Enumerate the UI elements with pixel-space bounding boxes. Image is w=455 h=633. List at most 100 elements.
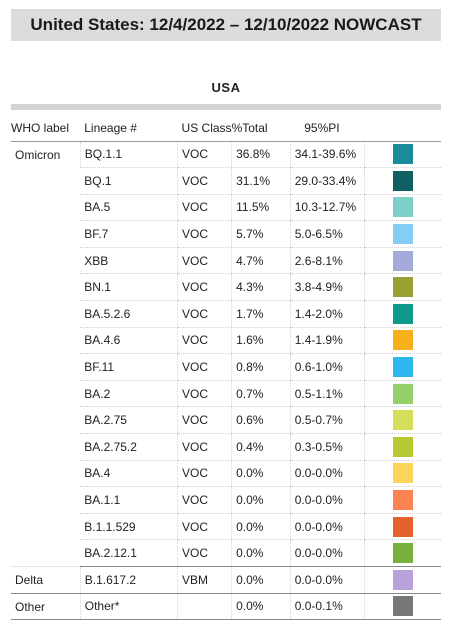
us-class-cell: VOC: [177, 167, 232, 195]
table-row: BA.1.1 VOC 0.0% 0.0-0.0%: [11, 486, 441, 514]
pi-cell: 2.6-8.1%: [289, 247, 365, 275]
us-class-cell: VBM: [177, 566, 232, 594]
pi-cell: 1.4-2.0%: [289, 300, 365, 328]
color-swatch-cell: [364, 380, 441, 408]
color-swatch-cell: [364, 327, 441, 355]
table-row: BA.2.75.2 VOC 0.4% 0.3-0.5%: [11, 433, 441, 461]
us-class-cell: VOC: [177, 406, 232, 435]
pi-cell: 0.0-0.0%: [289, 539, 365, 567]
lineage-cell: BF.11: [80, 353, 178, 381]
lineage-cell: BA.2: [80, 380, 178, 408]
table-row: BF.7 VOC 5.7% 5.0-6.5%: [11, 220, 441, 248]
us-class-cell: VOC: [177, 539, 232, 567]
total-cell: 0.4%: [231, 433, 291, 461]
total-cell: 0.7%: [231, 380, 291, 408]
pi-cell: 10.3-12.7%: [289, 194, 365, 222]
pi-cell: 0.5-0.7%: [289, 406, 365, 435]
color-swatch: [393, 277, 414, 298]
pi-cell: 0.0-0.0%: [289, 486, 365, 514]
table-row: BQ.1 VOC 31.1% 29.0-33.4%: [11, 167, 441, 195]
table-row: BA.2.12.1 VOC 0.0% 0.0-0.0%: [11, 539, 441, 567]
lineage-cell: XBB: [80, 247, 178, 275]
total-cell: 0.0%: [231, 566, 291, 594]
us-class-cell: VOC: [177, 327, 232, 355]
pi-cell: 0.3-0.5%: [289, 433, 365, 461]
table-row: Delta B.1.617.2 VBM 0.0% 0.0-0.0%: [11, 566, 441, 594]
color-swatch-cell: [364, 141, 441, 169]
color-swatch: [393, 436, 414, 457]
lineage-cell: BF.7: [80, 220, 178, 248]
us-class-cell: VOC: [177, 273, 232, 302]
pi-cell: 29.0-33.4%: [289, 167, 365, 195]
lineage-cell: B.1.617.2: [79, 566, 178, 594]
lineage-cell: BA.5.2.6: [80, 300, 178, 328]
color-swatch: [393, 569, 414, 590]
color-swatch-cell: [364, 566, 441, 594]
table-body: Omicron BQ.1.1 VOC 36.8% 34.1-39.6% BQ.1 VOC 31…: [11, 141, 441, 621]
table-row: BA.5.2.6 VOC 1.7% 1.4-2.0%: [11, 300, 441, 328]
pi-cell: 0.0-0.0%: [289, 566, 365, 594]
color-swatch: [393, 197, 414, 218]
color-swatch-cell: [364, 406, 441, 435]
pi-cell: 0.5-1.1%: [289, 380, 365, 408]
total-cell: 1.6%: [231, 327, 291, 355]
total-cell: 0.0%: [231, 486, 291, 514]
color-swatch-cell: [364, 273, 441, 302]
us-class-cell: VOC: [177, 460, 232, 488]
total-cell: 0.0%: [231, 513, 291, 541]
total-cell: 0.0%: [231, 593, 291, 621]
color-swatch-cell: [364, 433, 441, 461]
column-header-who-label: WHO label: [11, 115, 81, 142]
page-title: United States: 12/4/2022 – 12/10/2022 NO…: [11, 9, 441, 41]
lineage-cell: BA.5: [80, 194, 178, 222]
lineage-cell: Other*: [79, 593, 178, 621]
pi-cell: 0.0-0.1%: [289, 593, 365, 621]
us-class-cell: VOC: [177, 353, 232, 381]
table-row: B.1.1.529 VOC 0.0% 0.0-0.0%: [11, 513, 441, 541]
color-swatch-cell: [364, 167, 441, 195]
total-cell: 31.1%: [231, 167, 291, 195]
color-swatch: [393, 170, 414, 191]
table-row: BA.5 VOC 11.5% 10.3-12.7%: [11, 194, 441, 222]
table-row: Omicron BQ.1.1 VOC 36.8% 34.1-39.6%: [11, 141, 441, 567]
color-swatch: [393, 463, 414, 484]
color-swatch-cell: [364, 539, 441, 567]
pi-cell: 0.0-0.0%: [289, 513, 365, 541]
table-row: BA.4.6 VOC 1.6% 1.4-1.9%: [11, 327, 441, 355]
total-cell: 0.8%: [231, 353, 291, 381]
color-swatch: [393, 516, 414, 537]
total-cell: 5.7%: [231, 220, 291, 248]
lineage-cell: BA.2.12.1: [80, 539, 178, 567]
table-row: BF.11 VOC 0.8% 0.6-1.0%: [11, 353, 441, 381]
total-cell: 1.7%: [231, 300, 291, 328]
pi-cell: 34.1-39.6%: [289, 141, 365, 169]
us-class-cell: VOC: [177, 247, 232, 275]
who-label-cell: Delta: [11, 566, 81, 594]
color-swatch: [393, 330, 414, 351]
color-swatch-cell: [364, 486, 441, 514]
color-swatch-cell: [364, 353, 441, 381]
color-swatch: [393, 410, 414, 431]
table-row: BA.4 VOC 0.0% 0.0-0.0%: [11, 460, 441, 488]
us-class-cell: VOC: [177, 380, 232, 408]
total-cell: 0.0%: [231, 539, 291, 567]
table-row: XBB VOC 4.7% 2.6-8.1%: [11, 247, 441, 275]
lineage-cell: BA.1.1: [80, 486, 178, 514]
color-swatch: [393, 224, 414, 245]
table-row: BA.2 VOC 0.7% 0.5-1.1%: [11, 380, 441, 408]
color-swatch-cell: [364, 247, 441, 275]
lineage-cell: BQ.1.1: [79, 141, 178, 169]
color-swatch: [393, 543, 414, 564]
who-label-cell: Omicron: [11, 141, 81, 567]
pi-cell: 0.6-1.0%: [289, 353, 365, 381]
total-cell: 11.5%: [231, 194, 291, 222]
us-class-cell: VOC: [177, 513, 232, 541]
us-class-cell: VOC: [177, 194, 232, 222]
lineage-cell: BN.1: [80, 273, 178, 302]
column-header-us-class: US Class: [177, 115, 232, 142]
lineage-cell: BA.2.75: [80, 406, 178, 435]
us-class-cell: [177, 593, 232, 621]
pi-cell: 3.8-4.9%: [289, 273, 365, 302]
color-swatch-cell: [364, 194, 441, 222]
total-cell: 4.3%: [231, 273, 291, 302]
